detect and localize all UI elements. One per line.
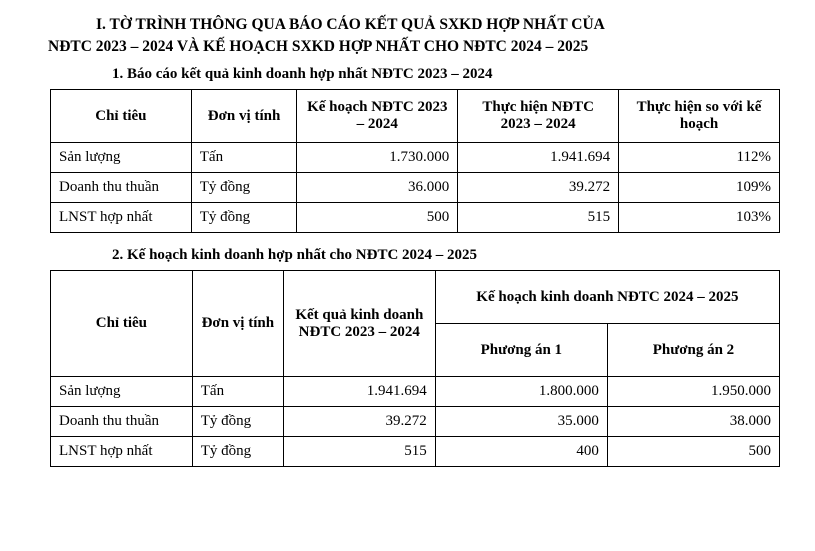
subsection-1-title: 1. Báo cáo kết quả kinh doanh hợp nhất N… xyxy=(28,66,787,83)
col-header-metric: Chỉ tiêu xyxy=(51,90,192,143)
subsection-2-title: 2. Kế hoạch kinh doanh hợp nhất cho NĐTC… xyxy=(28,247,787,264)
table-row: Doanh thu thuần Tỷ đồng 39.272 35.000 38… xyxy=(51,407,780,437)
col-header-ratio: Thực hiện so với kế hoạch xyxy=(619,90,780,143)
results-table-2023-2024: Chỉ tiêu Đơn vị tính Kế hoạch NĐTC 2023 … xyxy=(50,89,780,233)
col-header-metric: Chỉ tiêu xyxy=(51,271,193,377)
col-header-unit: Đơn vị tính xyxy=(191,90,297,143)
table-row: LNST hợp nhất Tỷ đồng 515 400 500 xyxy=(51,437,780,467)
cell-result: 515 xyxy=(283,437,435,467)
table-header-row-1: Chỉ tiêu Đơn vị tính Kết quả kinh doanh … xyxy=(51,271,780,324)
cell-result: 39.272 xyxy=(283,407,435,437)
cell-metric: Doanh thu thuần xyxy=(51,407,193,437)
cell-result: 1.941.694 xyxy=(283,377,435,407)
col-header-result: Kết quả kinh doanh NĐTC 2023 – 2024 xyxy=(283,271,435,377)
cell-unit: Tỷ đồng xyxy=(191,173,297,203)
col-header-plan1: Phương án 1 xyxy=(435,324,607,377)
plan-table-2024-2025: Chỉ tiêu Đơn vị tính Kết quả kinh doanh … xyxy=(50,270,780,467)
cell-ratio: 112% xyxy=(619,143,780,173)
section-heading-line2: NĐTC 2023 – 2024 VÀ KẾ HOẠCH SXKD HỢP NH… xyxy=(28,38,787,56)
cell-unit: Tỷ đồng xyxy=(192,407,283,437)
cell-metric: Sản lượng xyxy=(51,143,192,173)
cell-plan: 1.730.000 xyxy=(297,143,458,173)
cell-plan: 36.000 xyxy=(297,173,458,203)
col-header-plan-group: Kế hoạch kinh doanh NĐTC 2024 – 2025 xyxy=(435,271,779,324)
col-header-plan: Kế hoạch NĐTC 2023 – 2024 xyxy=(297,90,458,143)
cell-metric: LNST hợp nhất xyxy=(51,437,193,467)
cell-plan1: 35.000 xyxy=(435,407,607,437)
cell-unit: Tấn xyxy=(191,143,297,173)
cell-metric: Doanh thu thuần xyxy=(51,173,192,203)
section-heading-line1: I. TỜ TRÌNH THÔNG QUA BÁO CÁO KẾT QUẢ SX… xyxy=(28,16,787,34)
cell-plan1: 1.800.000 xyxy=(435,377,607,407)
table-header-row: Chỉ tiêu Đơn vị tính Kế hoạch NĐTC 2023 … xyxy=(51,90,780,143)
cell-unit: Tỷ đồng xyxy=(191,203,297,233)
cell-unit: Tỷ đồng xyxy=(192,437,283,467)
cell-ratio: 109% xyxy=(619,173,780,203)
col-header-plan2: Phương án 2 xyxy=(607,324,779,377)
cell-unit: Tấn xyxy=(192,377,283,407)
col-header-actual: Thực hiện NĐTC 2023 – 2024 xyxy=(458,90,619,143)
cell-metric: LNST hợp nhất xyxy=(51,203,192,233)
cell-ratio: 103% xyxy=(619,203,780,233)
table-row: LNST hợp nhất Tỷ đồng 500 515 103% xyxy=(51,203,780,233)
cell-actual: 1.941.694 xyxy=(458,143,619,173)
cell-actual: 515 xyxy=(458,203,619,233)
cell-actual: 39.272 xyxy=(458,173,619,203)
table-row: Doanh thu thuần Tỷ đồng 36.000 39.272 10… xyxy=(51,173,780,203)
col-header-unit: Đơn vị tính xyxy=(192,271,283,377)
table-row: Sản lượng Tấn 1.730.000 1.941.694 112% xyxy=(51,143,780,173)
cell-plan1: 400 xyxy=(435,437,607,467)
cell-plan2: 500 xyxy=(607,437,779,467)
table-row: Sản lượng Tấn 1.941.694 1.800.000 1.950.… xyxy=(51,377,780,407)
cell-metric: Sản lượng xyxy=(51,377,193,407)
cell-plan2: 1.950.000 xyxy=(607,377,779,407)
cell-plan2: 38.000 xyxy=(607,407,779,437)
cell-plan: 500 xyxy=(297,203,458,233)
